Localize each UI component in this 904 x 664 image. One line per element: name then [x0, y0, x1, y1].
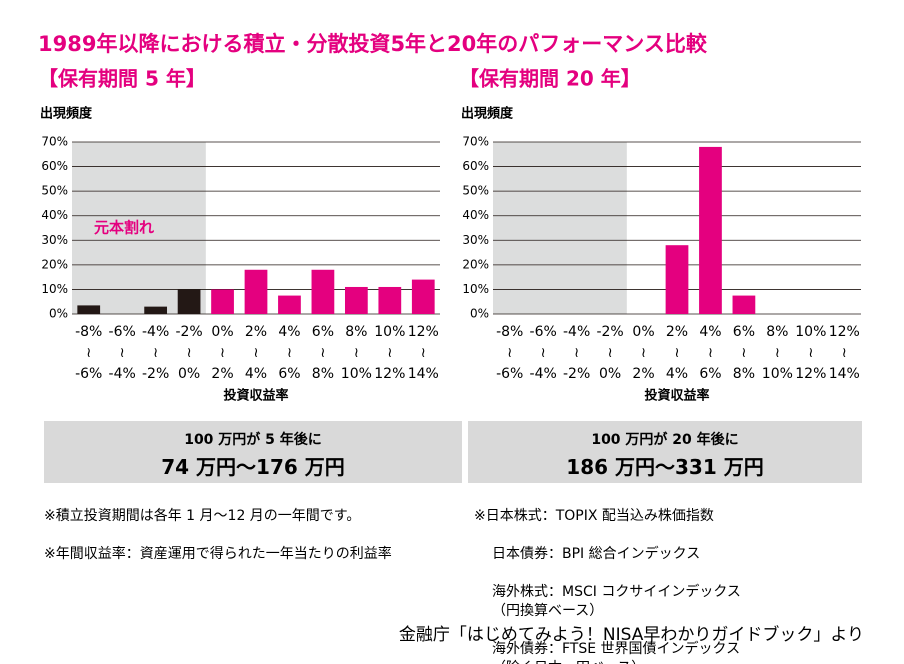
bar — [211, 289, 234, 314]
x-tick-label: -6% ≀ -4% — [108, 324, 136, 382]
notes: ※積立投資期間は各年 1 月～12 月の一年間です。 ※年間収益率：資産運用で得… — [44, 488, 464, 583]
summary-box: 100 万円が 20 年後に 186 万円～331 万円 — [468, 421, 862, 483]
y-tick-label: 60% — [41, 159, 68, 173]
x-tick-label: 12% ≀ 14% — [407, 324, 439, 382]
x-tick-label: 0% ≀ 2% — [632, 324, 655, 382]
summary-line2: 186 万円～331 万円 — [566, 455, 764, 479]
y-tick-label: 20% — [462, 257, 489, 271]
x-tick-label: -2% ≀ 0% — [175, 324, 203, 382]
y-tick-label: 50% — [41, 184, 68, 198]
page-title: 1989年以降における積立・分散投資5年と20年のパフォーマンス比較 — [38, 32, 707, 56]
x-axis-label: 投資収益率 — [644, 388, 709, 404]
summary-line1: 100 万円が 5 年後に — [184, 432, 322, 448]
y-tick-label: 30% — [41, 233, 68, 247]
y-tick-label: 70% — [462, 135, 489, 149]
bar — [177, 289, 201, 314]
x-axis-label: 投資収益率 — [223, 388, 288, 404]
bar — [344, 286, 368, 314]
y-tick-label: 0% — [470, 307, 489, 321]
bar — [144, 306, 168, 314]
x-tick-label: 2% ≀ 4% — [665, 324, 689, 382]
y-axis-label: 出現頻度 — [461, 106, 514, 122]
x-tick-label: 12% ≀ 14% — [828, 324, 860, 382]
y-tick-label: 50% — [462, 184, 489, 198]
chart-subtitle: 【保有期間 20 年】 — [459, 67, 641, 91]
x-tick-label: 6% ≀ 8% — [732, 324, 756, 382]
y-tick-label: 70% — [41, 135, 68, 149]
x-tick-label: 10% ≀ 12% — [374, 324, 406, 382]
bar — [411, 279, 435, 314]
note: 海外株式：MSCI コクサイインデックス （円換算ベース） — [492, 584, 741, 619]
x-tick-label: -8% ≀ -6% — [75, 324, 103, 382]
x-tick-label: 8% ≀ 10% — [761, 324, 793, 382]
x-tick-label: 4% ≀ 6% — [278, 324, 301, 382]
bar — [665, 245, 689, 314]
bar — [77, 305, 101, 314]
note: 海外債券：FTSE 世界国債インデックス （除く日本、円ベース） — [492, 641, 741, 664]
bar — [732, 295, 756, 314]
x-tick-label: 6% ≀ 8% — [311, 324, 335, 382]
notes: ※日本株式：TOPIX 配当込み株価指数 日本債券：BPI 総合インデックス 海… — [474, 488, 864, 664]
bar — [699, 146, 722, 314]
bar — [378, 286, 402, 314]
y-tick-label: 10% — [462, 282, 489, 296]
x-tick-label: -6% ≀ -4% — [529, 324, 557, 382]
x-tick-label: 0% ≀ 2% — [211, 324, 234, 382]
source: 金融庁「はじめてみよう！NISA早わかりガイドブック」より — [398, 625, 864, 645]
y-axis-label: 出現頻度 — [40, 106, 93, 122]
x-tick-label: -4% ≀ -2% — [562, 324, 591, 382]
bar — [244, 269, 268, 314]
note: ※日本株式：TOPIX 配当込み株価指数 — [474, 508, 714, 524]
y-tick-label: 40% — [41, 208, 68, 222]
y-tick-label: 10% — [41, 282, 68, 296]
summary-line2: 74 万円～176 万円 — [161, 455, 345, 479]
x-tick-label: -2% ≀ 0% — [596, 324, 624, 382]
bar — [311, 269, 335, 314]
x-tick-label: -4% ≀ -2% — [141, 324, 170, 382]
summary-line1: 100 万円が 20 年後に — [591, 432, 739, 448]
loss-region — [493, 142, 627, 314]
y-tick-label: 20% — [41, 257, 68, 271]
y-tick-label: 0% — [49, 307, 68, 321]
x-tick-label: -8% ≀ -6% — [496, 324, 524, 382]
bar — [278, 295, 301, 314]
chart-subtitle: 【保有期間 5 年】 — [38, 67, 206, 91]
summary-box: 100 万円が 5 年後に 74 万円～176 万円 — [44, 421, 462, 483]
x-tick-label: 4% ≀ 6% — [699, 324, 722, 382]
y-tick-label: 30% — [462, 233, 489, 247]
annotation: 元本割れ — [94, 219, 154, 237]
note: ※積立投資期間は各年 1 月～12 月の一年間です。 — [44, 508, 361, 524]
note: 日本債券：BPI 総合インデックス — [492, 546, 701, 562]
x-tick-label: 10% ≀ 12% — [795, 324, 827, 382]
note: ※年間収益率：資産運用で得られた一年当たりの利益率 — [44, 546, 392, 562]
y-tick-label: 60% — [462, 159, 489, 173]
x-tick-label: 2% ≀ 4% — [244, 324, 268, 382]
loss-region — [72, 142, 206, 314]
x-tick-label: 8% ≀ 10% — [340, 324, 372, 382]
y-tick-label: 40% — [462, 208, 489, 222]
